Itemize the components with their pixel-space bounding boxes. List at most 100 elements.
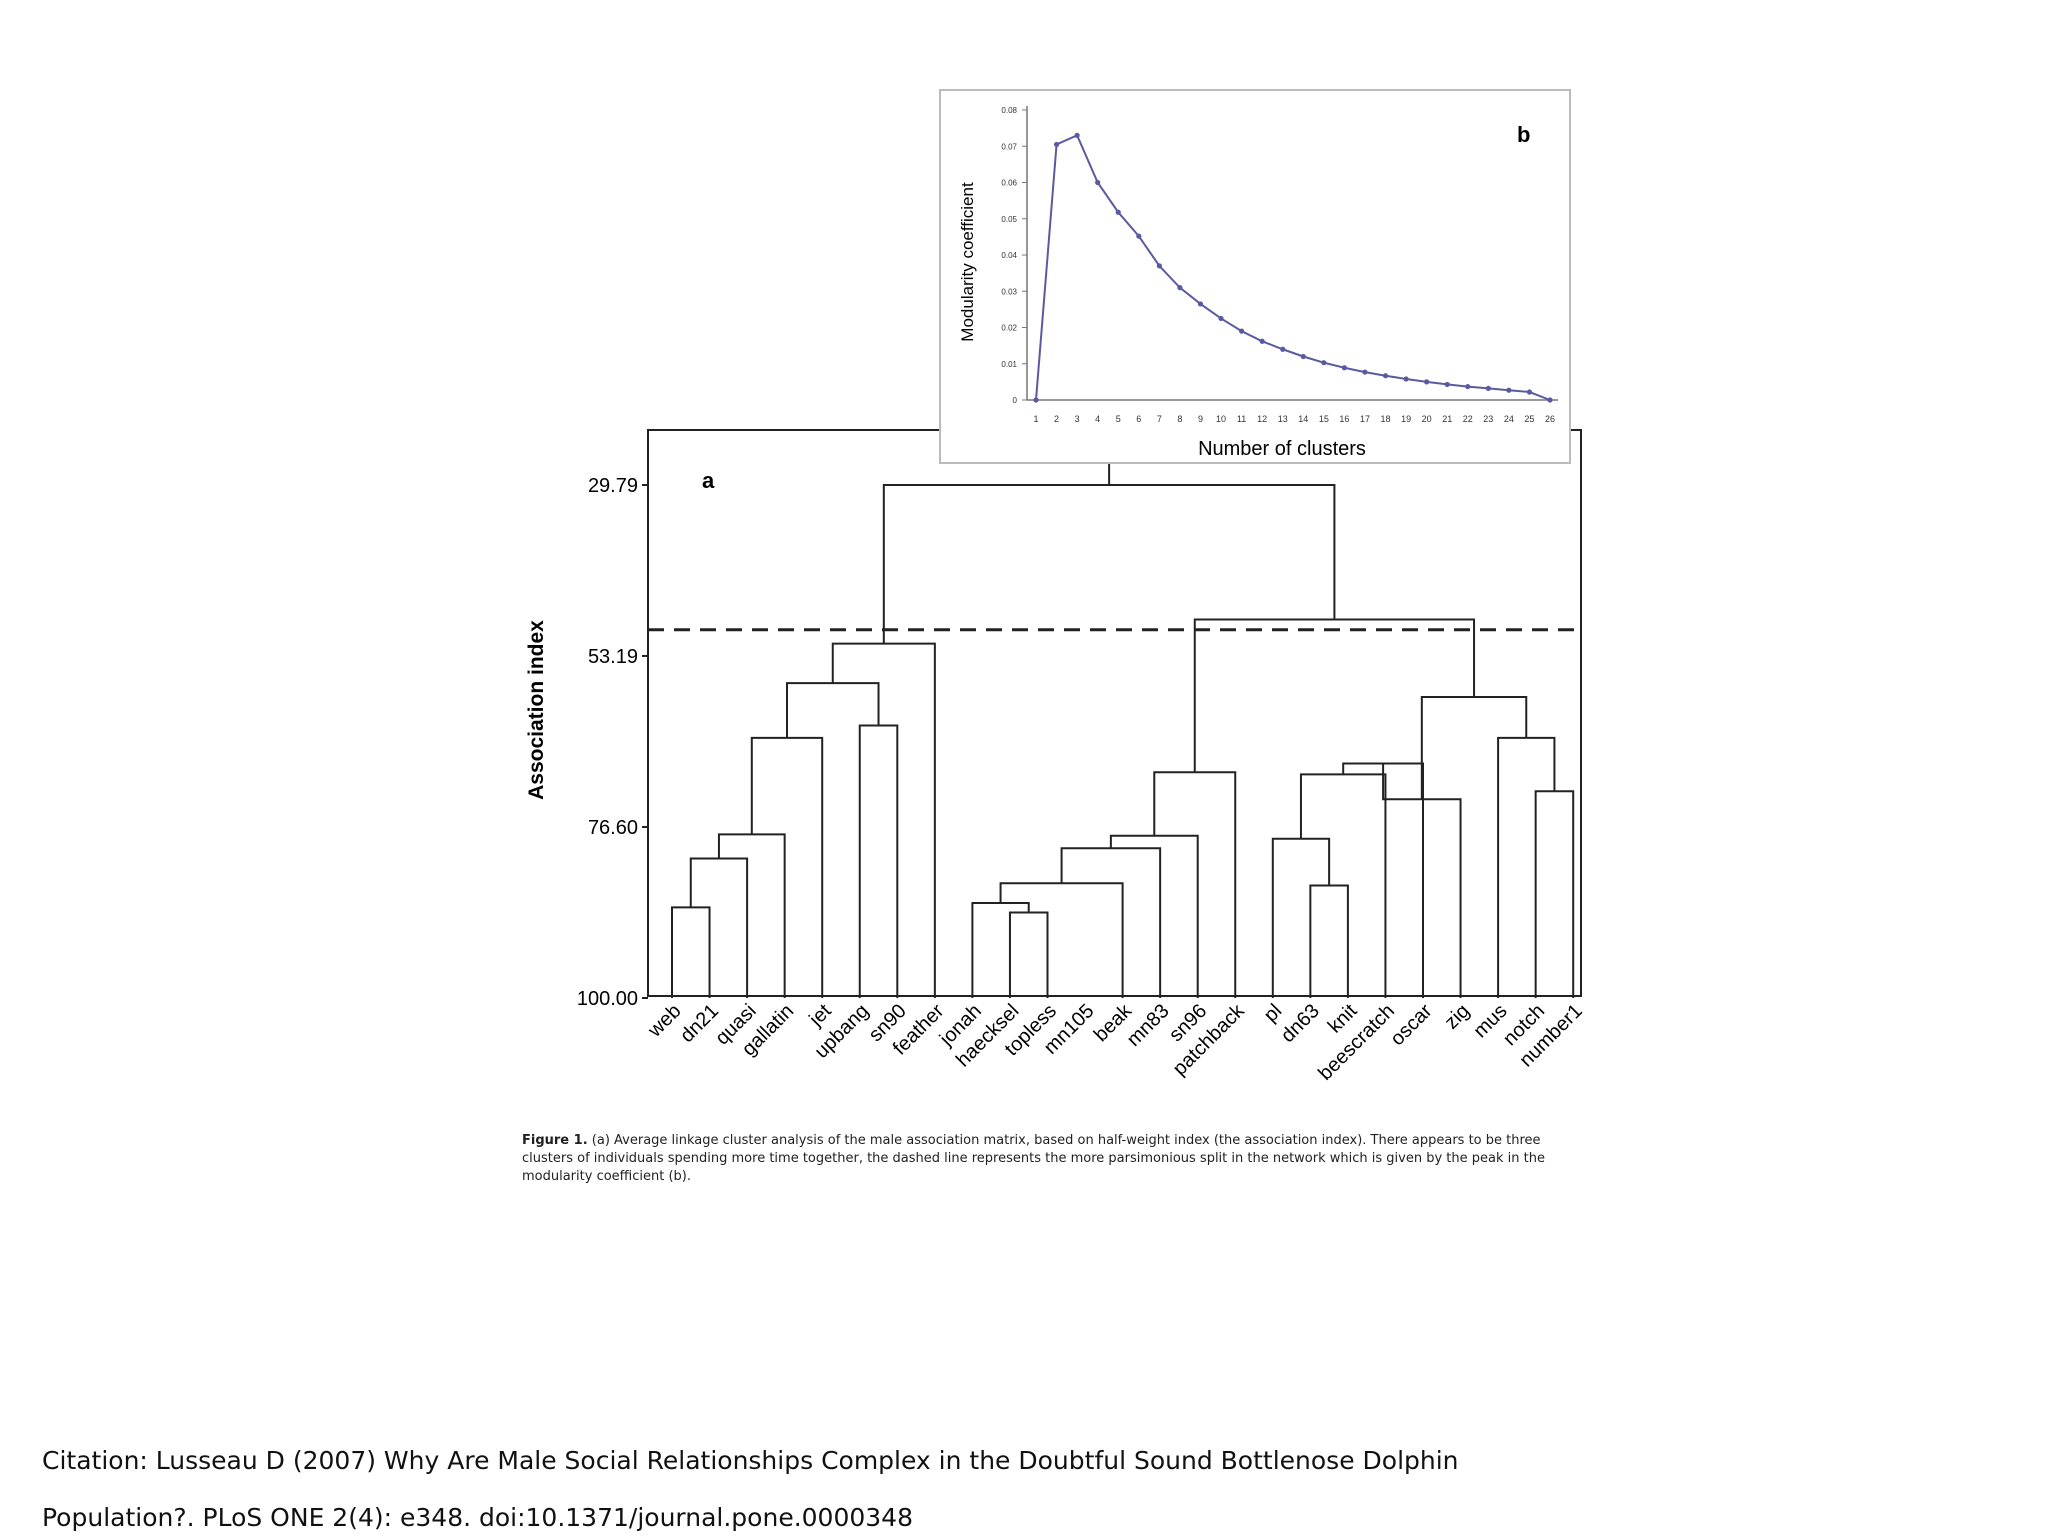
leaf-label: dn63 bbox=[1277, 1000, 1324, 1047]
b-x-tick-label: 3 bbox=[1075, 414, 1080, 424]
dendrogram-link bbox=[858, 724, 899, 998]
b-y-tick-label: 0.02 bbox=[1001, 324, 1017, 333]
b-data-point bbox=[1424, 379, 1430, 385]
b-y-tick-label: 0.01 bbox=[1001, 360, 1017, 369]
b-data-point bbox=[1053, 141, 1060, 148]
b-y-tick-label: 0.06 bbox=[1001, 179, 1017, 188]
dendrogram-link bbox=[1060, 847, 1162, 998]
b-data-point bbox=[1033, 397, 1039, 403]
b-x-tick-label: 15 bbox=[1319, 414, 1329, 424]
b-data-point bbox=[1239, 328, 1245, 334]
b-x-tick-label: 20 bbox=[1422, 414, 1432, 424]
panel-a-ylabel: Association index bbox=[525, 620, 548, 800]
dendrogram-link bbox=[1420, 695, 1528, 800]
b-data-point bbox=[1218, 315, 1224, 322]
b-data-point bbox=[1321, 360, 1327, 366]
leaf-label: mn83 bbox=[1123, 1000, 1174, 1051]
b-data-point bbox=[1280, 346, 1286, 352]
dendrogram-link bbox=[1153, 771, 1237, 998]
b-data-point bbox=[1197, 301, 1204, 307]
citation-line-1: Citation: Lusseau D (2007) Why Are Male … bbox=[42, 1446, 1459, 1475]
b-data-point bbox=[1547, 397, 1553, 403]
b-data-point bbox=[1095, 179, 1101, 186]
dendrogram-link bbox=[750, 736, 824, 998]
b-x-tick-label: 23 bbox=[1483, 414, 1493, 424]
b-y-tick-label: 0 bbox=[1013, 396, 1018, 405]
b-x-tick-label: 16 bbox=[1339, 414, 1349, 424]
b-data-point bbox=[1444, 381, 1450, 388]
b-x-tick-label: 18 bbox=[1381, 414, 1391, 424]
b-x-tick-label: 19 bbox=[1401, 414, 1411, 424]
b-x-tick-label: 11 bbox=[1237, 414, 1246, 424]
b-data-point bbox=[1156, 263, 1162, 269]
dendrogram-link bbox=[1534, 790, 1575, 998]
modularity-series-line bbox=[1035, 134, 1551, 401]
b-x-tick-label: 6 bbox=[1136, 414, 1141, 424]
b-x-tick-label: 9 bbox=[1198, 414, 1203, 424]
dendrogram-link bbox=[671, 906, 711, 998]
b-y-tick-label: 0.08 bbox=[1001, 106, 1017, 115]
panel-b-ylabel: Modularity coefficient bbox=[958, 182, 977, 342]
citation-line-2: Population?. PLoS ONE 2(4): e348. doi:10… bbox=[42, 1503, 913, 1532]
b-x-tick-label: 21 bbox=[1442, 414, 1452, 424]
leaf-label: pl bbox=[1260, 1000, 1287, 1027]
b-x-tick-label: 5 bbox=[1116, 414, 1121, 424]
dendrogram-link bbox=[1008, 911, 1049, 998]
dendrogram-link bbox=[971, 902, 1030, 998]
b-data-point bbox=[1506, 387, 1512, 393]
b-data-point bbox=[1115, 209, 1121, 215]
dendrogram-link bbox=[999, 882, 1124, 998]
dendrogram-link bbox=[1342, 762, 1424, 998]
panel-a-label: a bbox=[702, 468, 715, 493]
b-x-tick-label: 7 bbox=[1157, 414, 1162, 424]
dendrogram-link bbox=[831, 642, 936, 998]
panel-b-xlabel: Number of clusters bbox=[1198, 438, 1366, 460]
b-x-tick-label: 13 bbox=[1278, 414, 1288, 424]
b-x-tick-label: 24 bbox=[1504, 414, 1514, 424]
b-x-tick-label: 2 bbox=[1054, 414, 1059, 424]
b-x-tick-label: 17 bbox=[1360, 414, 1370, 424]
y-tick-label: 53.19 bbox=[588, 646, 638, 668]
dendrogram-link bbox=[1193, 618, 1476, 773]
b-x-tick-label: 14 bbox=[1298, 414, 1308, 424]
b-x-tick-label: 1 bbox=[1033, 414, 1038, 424]
dendrogram-link bbox=[689, 857, 749, 998]
b-x-tick-label: 8 bbox=[1177, 414, 1182, 424]
b-data-point bbox=[1259, 338, 1265, 344]
figure-caption: Figure 1. (a) Average linkage cluster an… bbox=[522, 1132, 1587, 1186]
dendrogram-link bbox=[1109, 834, 1199, 998]
dendrogram-link bbox=[1309, 884, 1349, 998]
y-tick-label: 100.00 bbox=[577, 988, 638, 1010]
leaf-label: oscar bbox=[1386, 1000, 1436, 1050]
dendrogram-link bbox=[1271, 837, 1331, 998]
leaf-label: zig bbox=[1440, 1000, 1474, 1034]
b-x-tick-label: 22 bbox=[1463, 414, 1473, 424]
b-y-tick-label: 0.04 bbox=[1001, 251, 1017, 260]
panel-b-label: b bbox=[1517, 122, 1530, 147]
b-data-point bbox=[1362, 369, 1368, 375]
b-x-tick-label: 26 bbox=[1545, 414, 1555, 424]
b-data-point bbox=[1403, 376, 1409, 382]
b-data-point bbox=[1341, 365, 1347, 371]
b-x-tick-label: 10 bbox=[1216, 414, 1226, 424]
b-data-point bbox=[1382, 373, 1389, 379]
caption-text: (a) Average linkage cluster analysis of … bbox=[522, 1133, 1545, 1184]
dendrogram-link bbox=[1497, 736, 1556, 998]
b-y-tick-label: 0.03 bbox=[1001, 287, 1017, 296]
y-tick-label: 29.79 bbox=[588, 475, 638, 497]
b-data-point bbox=[1465, 383, 1471, 390]
b-y-tick-label: 0.07 bbox=[1001, 142, 1017, 151]
b-data-point bbox=[1526, 389, 1533, 395]
caption-prefix: Figure 1. bbox=[522, 1133, 588, 1148]
y-tick-label: 76.60 bbox=[588, 817, 638, 839]
b-data-point bbox=[1074, 132, 1080, 138]
b-data-point bbox=[1177, 285, 1183, 291]
b-data-point bbox=[1485, 385, 1491, 391]
dendrogram-link bbox=[785, 682, 880, 738]
b-y-tick-label: 0.05 bbox=[1001, 215, 1017, 224]
panel-b-frame bbox=[939, 89, 1571, 464]
b-x-tick-label: 12 bbox=[1257, 414, 1267, 424]
b-x-tick-label: 25 bbox=[1524, 414, 1534, 424]
b-data-point bbox=[1300, 353, 1306, 360]
